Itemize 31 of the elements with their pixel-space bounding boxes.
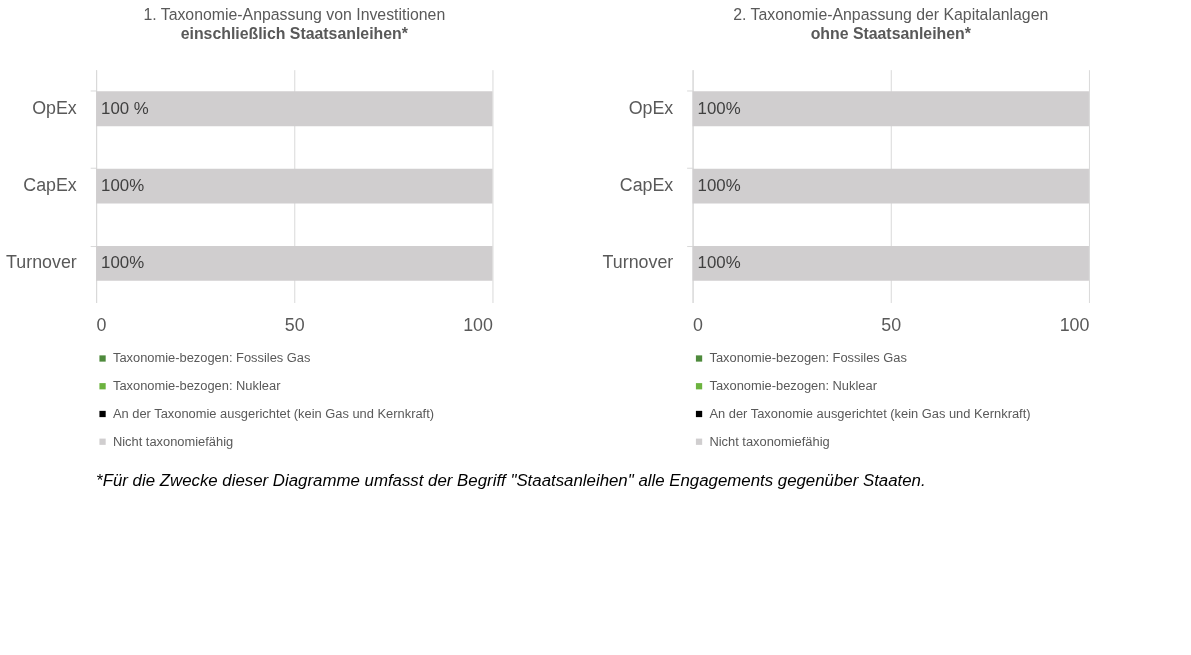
y-tick-label: Turnover xyxy=(602,252,674,273)
data-label: 100 % xyxy=(101,98,149,118)
chart-subtitle: einschließlich Staatsanleihen* xyxy=(180,24,409,42)
legend-label: Taxonomie-bezogen: Fossiles Gas xyxy=(112,350,311,366)
y-tick-label: OpEx xyxy=(628,97,674,118)
y-tick-label: CapEx xyxy=(23,175,77,196)
data-label: 100% xyxy=(697,253,741,273)
data-label: 100% xyxy=(101,176,145,196)
data-label: 100% xyxy=(697,176,741,196)
chart-title: 1. Taxonomie-Anpassung von Investitionen xyxy=(143,6,446,24)
legend-label: Nicht taxonomiefähig xyxy=(709,433,830,449)
data-label: 100% xyxy=(697,98,741,118)
x-tick-label: 0 xyxy=(96,314,107,335)
legend-label: An der Taxonomie ausgerichtet (kein Gas und Kernkraft) xyxy=(112,405,435,421)
chart-subtitle: ohne Staatsanleihen* xyxy=(810,24,972,42)
x-tick-label: 100 xyxy=(1059,314,1090,335)
x-tick-label: 100 xyxy=(463,314,494,335)
legend-label: Nicht taxonomiefähig xyxy=(112,433,234,449)
legend-label: An der Taxonomie ausgerichtet (kein Gas und Kernkraft) xyxy=(709,405,1031,421)
y-tick-label: OpEx xyxy=(32,97,77,118)
x-tick-label: 0 xyxy=(693,314,704,335)
legend-label: Taxonomie-bezogen: Nuklear xyxy=(709,378,878,394)
y-tick-label: CapEx xyxy=(619,175,674,196)
legend-label: Taxonomie-bezogen: Nuklear xyxy=(112,378,282,394)
data-label: 100% xyxy=(101,253,145,273)
x-tick-label: 50 xyxy=(881,314,902,335)
x-tick-label: 50 xyxy=(284,314,305,335)
text: *Für die Zwecke dieser Diagramme umfasst der Begriff "Staatsanleihen" alle Engagements gegenüber Staaten. xyxy=(96,470,926,490)
y-tick-label: Turnover xyxy=(6,252,77,273)
legend-label: Taxonomie-bezogen: Fossiles Gas xyxy=(709,350,907,366)
chart-title: 2. Taxonomie-Anpassung der Kapitalanlagen xyxy=(733,6,1049,24)
